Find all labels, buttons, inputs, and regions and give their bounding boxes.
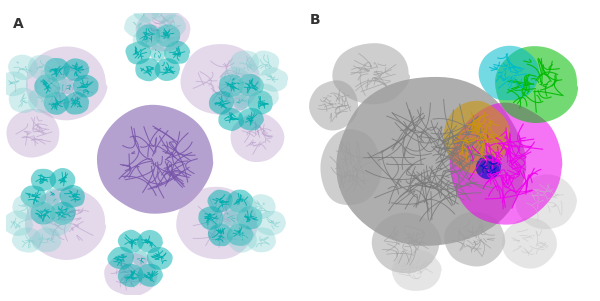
Text: B: B: [310, 13, 320, 27]
Polygon shape: [134, 0, 160, 23]
Polygon shape: [49, 168, 76, 191]
Polygon shape: [256, 211, 286, 236]
Polygon shape: [45, 188, 61, 205]
Polygon shape: [50, 202, 76, 225]
Polygon shape: [9, 88, 38, 113]
Polygon shape: [392, 250, 442, 291]
Polygon shape: [58, 78, 74, 94]
Polygon shape: [199, 206, 223, 230]
Polygon shape: [238, 108, 264, 131]
Polygon shape: [233, 94, 249, 110]
Polygon shape: [133, 29, 160, 53]
Polygon shape: [495, 46, 578, 123]
Polygon shape: [28, 88, 58, 113]
Polygon shape: [230, 113, 284, 162]
Polygon shape: [228, 228, 257, 253]
Polygon shape: [249, 51, 279, 76]
Text: A: A: [13, 17, 23, 30]
Polygon shape: [332, 43, 410, 104]
Polygon shape: [259, 67, 288, 92]
Polygon shape: [218, 108, 244, 131]
Polygon shape: [238, 74, 264, 97]
Polygon shape: [248, 91, 273, 114]
Polygon shape: [137, 230, 163, 253]
Polygon shape: [219, 74, 244, 97]
Polygon shape: [159, 14, 186, 38]
Polygon shape: [0, 72, 28, 96]
Polygon shape: [73, 75, 98, 98]
Polygon shape: [12, 228, 41, 253]
Polygon shape: [37, 71, 67, 96]
Polygon shape: [31, 202, 56, 225]
Polygon shape: [107, 247, 134, 269]
Polygon shape: [118, 264, 144, 287]
Polygon shape: [133, 250, 149, 266]
Polygon shape: [150, 45, 166, 61]
Polygon shape: [8, 54, 38, 80]
Polygon shape: [31, 169, 56, 191]
Polygon shape: [20, 185, 46, 208]
Polygon shape: [155, 58, 180, 81]
Polygon shape: [320, 129, 382, 205]
Polygon shape: [230, 83, 260, 109]
Polygon shape: [136, 24, 160, 48]
Polygon shape: [136, 58, 161, 81]
Polygon shape: [97, 105, 213, 214]
Polygon shape: [26, 46, 107, 120]
Polygon shape: [147, 247, 173, 270]
Polygon shape: [136, 8, 190, 51]
Polygon shape: [372, 213, 442, 273]
Polygon shape: [7, 109, 59, 157]
Polygon shape: [34, 74, 61, 98]
Polygon shape: [44, 92, 70, 115]
Polygon shape: [249, 84, 279, 109]
Polygon shape: [220, 67, 250, 92]
Polygon shape: [124, 14, 151, 37]
Polygon shape: [125, 41, 151, 64]
Polygon shape: [176, 187, 258, 259]
Polygon shape: [137, 264, 163, 287]
Polygon shape: [227, 190, 253, 213]
Polygon shape: [479, 46, 539, 101]
Polygon shape: [515, 174, 577, 229]
Polygon shape: [222, 210, 238, 226]
Polygon shape: [208, 223, 234, 246]
Polygon shape: [476, 155, 501, 179]
Polygon shape: [32, 194, 61, 219]
Polygon shape: [227, 194, 257, 219]
Polygon shape: [151, 0, 178, 23]
Polygon shape: [208, 190, 233, 213]
Polygon shape: [41, 211, 71, 236]
Polygon shape: [44, 58, 70, 81]
Polygon shape: [181, 44, 261, 115]
Polygon shape: [236, 206, 262, 230]
Polygon shape: [150, 30, 177, 52]
Polygon shape: [28, 55, 58, 79]
Polygon shape: [450, 103, 562, 225]
Polygon shape: [230, 51, 259, 76]
Polygon shape: [155, 24, 180, 47]
Polygon shape: [13, 194, 43, 220]
Polygon shape: [227, 224, 253, 246]
Polygon shape: [336, 77, 526, 246]
Polygon shape: [25, 188, 106, 260]
Polygon shape: [444, 101, 511, 173]
Polygon shape: [309, 80, 358, 131]
Polygon shape: [444, 212, 505, 266]
Polygon shape: [31, 227, 61, 252]
Polygon shape: [209, 91, 234, 114]
Polygon shape: [217, 212, 248, 236]
Polygon shape: [164, 41, 190, 64]
Polygon shape: [247, 227, 276, 252]
Polygon shape: [502, 218, 557, 268]
Polygon shape: [247, 194, 275, 219]
Polygon shape: [118, 230, 144, 253]
Polygon shape: [64, 92, 89, 115]
Polygon shape: [104, 253, 157, 296]
Polygon shape: [64, 58, 89, 81]
Polygon shape: [3, 211, 33, 236]
Polygon shape: [59, 185, 85, 208]
